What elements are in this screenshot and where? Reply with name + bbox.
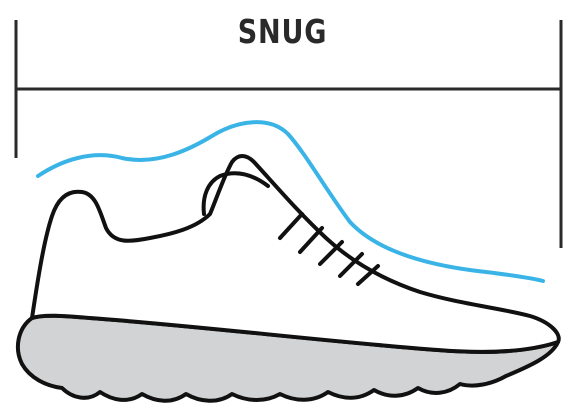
fit-label: SNUG [237,12,328,51]
width-measure-bar [14,20,563,248]
lace-1 [278,212,304,240]
shoe-laces [278,212,380,286]
shoe-upper [30,154,561,354]
lace-3 [318,240,344,266]
lace-4 [338,252,364,278]
lace-5 [356,264,380,286]
fit-contour-line [36,120,545,283]
lace-2 [298,226,324,254]
shoe-tongue [201,171,270,216]
